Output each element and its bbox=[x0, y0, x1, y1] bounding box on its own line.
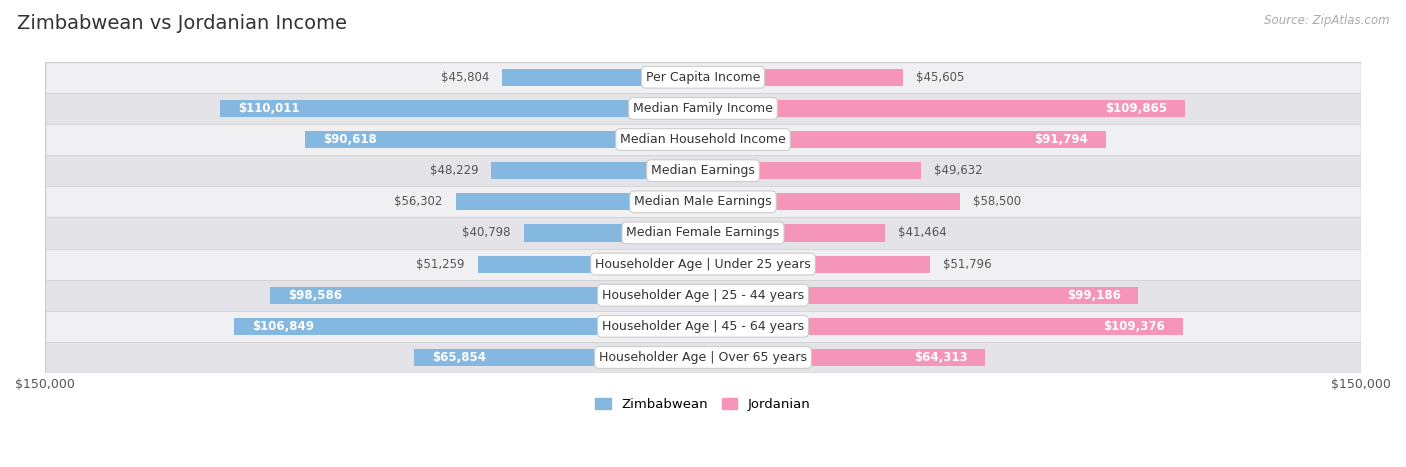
Text: $40,798: $40,798 bbox=[463, 226, 510, 240]
Text: Per Capita Income: Per Capita Income bbox=[645, 71, 761, 84]
Text: $45,804: $45,804 bbox=[440, 71, 489, 84]
Bar bbox=[703, 100, 1185, 117]
Text: $110,011: $110,011 bbox=[238, 102, 299, 115]
Text: $91,794: $91,794 bbox=[1035, 133, 1088, 146]
Bar bbox=[235, 318, 703, 335]
Text: Median Earnings: Median Earnings bbox=[651, 164, 755, 177]
Bar bbox=[456, 193, 703, 210]
Bar bbox=[502, 69, 703, 86]
Bar bbox=[703, 193, 960, 210]
Text: Median Family Income: Median Family Income bbox=[633, 102, 773, 115]
Text: Median Male Earnings: Median Male Earnings bbox=[634, 195, 772, 208]
Bar bbox=[45, 280, 1361, 311]
Bar bbox=[703, 318, 1182, 335]
Text: $41,464: $41,464 bbox=[898, 226, 946, 240]
Bar bbox=[703, 287, 1137, 304]
Text: Householder Age | 45 - 64 years: Householder Age | 45 - 64 years bbox=[602, 320, 804, 333]
Bar bbox=[478, 255, 703, 273]
Bar bbox=[45, 342, 1361, 373]
Bar bbox=[703, 131, 1105, 148]
Bar bbox=[45, 93, 1361, 124]
Text: $64,313: $64,313 bbox=[914, 351, 967, 364]
Bar bbox=[45, 217, 1361, 248]
Text: $45,605: $45,605 bbox=[917, 71, 965, 84]
Text: $65,854: $65,854 bbox=[432, 351, 485, 364]
Bar bbox=[492, 162, 703, 179]
Text: $51,259: $51,259 bbox=[416, 258, 465, 270]
Text: $49,632: $49,632 bbox=[934, 164, 983, 177]
Bar bbox=[305, 131, 703, 148]
Text: $109,376: $109,376 bbox=[1104, 320, 1166, 333]
Bar bbox=[270, 287, 703, 304]
Text: Median Household Income: Median Household Income bbox=[620, 133, 786, 146]
Bar bbox=[703, 69, 903, 86]
Bar bbox=[45, 186, 1361, 217]
Bar bbox=[703, 162, 921, 179]
Bar bbox=[703, 255, 931, 273]
Bar bbox=[45, 124, 1361, 155]
Bar bbox=[703, 349, 986, 366]
Text: $56,302: $56,302 bbox=[395, 195, 443, 208]
Bar bbox=[45, 62, 1361, 93]
Bar bbox=[45, 311, 1361, 342]
Text: Householder Age | Over 65 years: Householder Age | Over 65 years bbox=[599, 351, 807, 364]
Text: Source: ZipAtlas.com: Source: ZipAtlas.com bbox=[1264, 14, 1389, 27]
Text: Householder Age | Under 25 years: Householder Age | Under 25 years bbox=[595, 258, 811, 270]
Text: $98,586: $98,586 bbox=[288, 289, 342, 302]
Text: $51,796: $51,796 bbox=[943, 258, 993, 270]
Bar bbox=[221, 100, 703, 117]
Bar bbox=[524, 224, 703, 241]
Text: $48,229: $48,229 bbox=[430, 164, 478, 177]
Legend: Zimbabwean, Jordanian: Zimbabwean, Jordanian bbox=[591, 392, 815, 416]
Text: $58,500: $58,500 bbox=[973, 195, 1021, 208]
Text: $99,186: $99,186 bbox=[1067, 289, 1121, 302]
Text: Median Female Earnings: Median Female Earnings bbox=[627, 226, 779, 240]
Bar bbox=[415, 349, 703, 366]
Text: $109,865: $109,865 bbox=[1105, 102, 1167, 115]
Bar bbox=[45, 155, 1361, 186]
Text: Zimbabwean vs Jordanian Income: Zimbabwean vs Jordanian Income bbox=[17, 14, 347, 33]
Text: $106,849: $106,849 bbox=[252, 320, 314, 333]
Bar bbox=[45, 248, 1361, 280]
Bar bbox=[703, 224, 884, 241]
Text: $90,618: $90,618 bbox=[323, 133, 377, 146]
Text: Householder Age | 25 - 44 years: Householder Age | 25 - 44 years bbox=[602, 289, 804, 302]
